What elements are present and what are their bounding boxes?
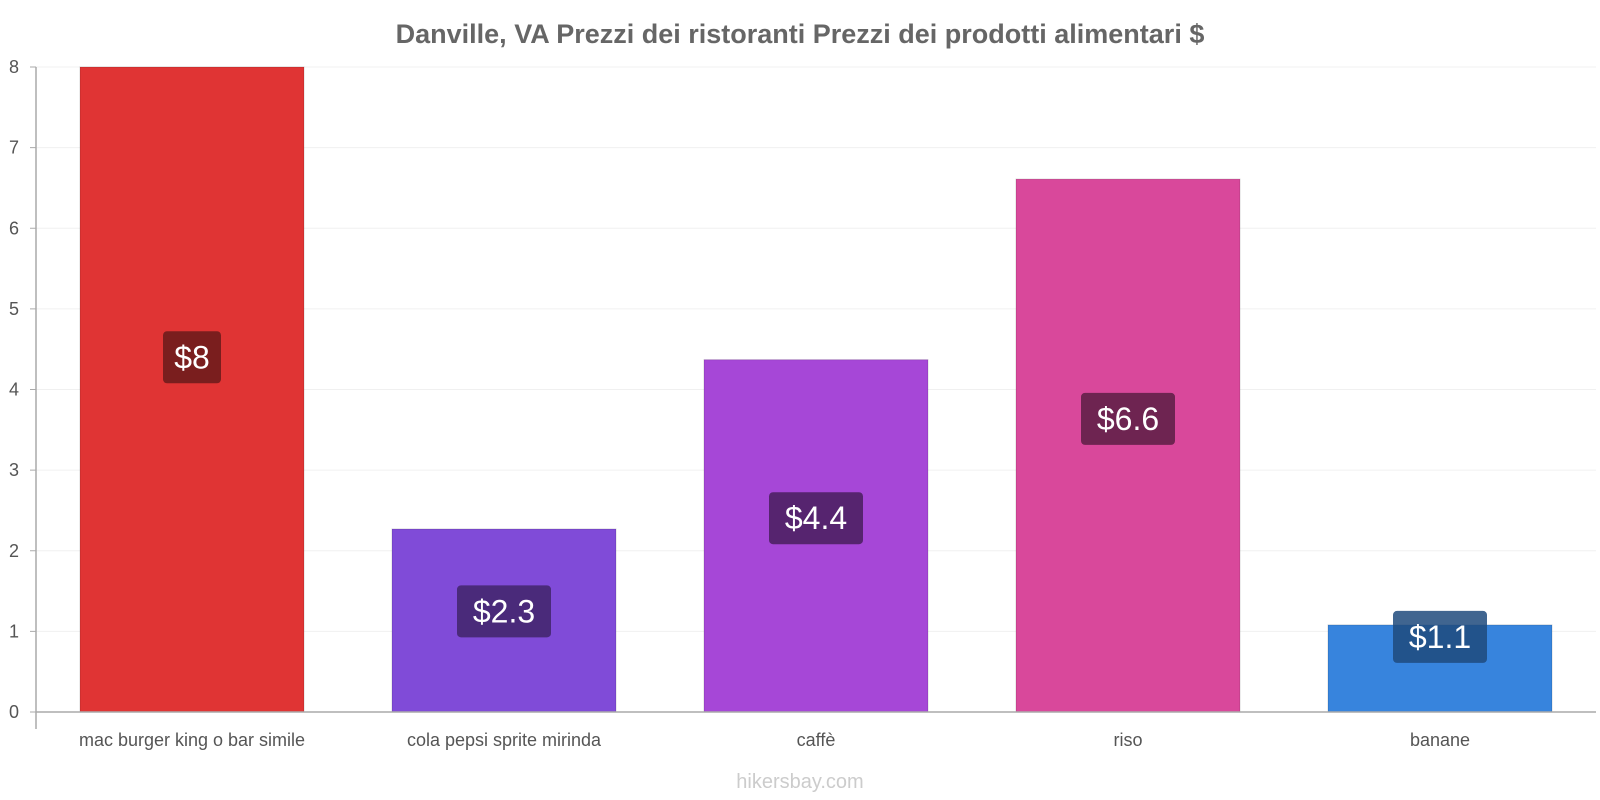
value-label: $2.3	[473, 593, 535, 629]
value-label-box	[1393, 610, 1487, 663]
value-labels: $8 $2.3 $4.4 $6.6 $1.1	[163, 331, 1487, 663]
x-axis: mac burger king o bar simile cola pepsi s…	[36, 711, 1596, 750]
chart-title: Danville, VA Prezzi dei ristoranti Prezz…	[396, 19, 1205, 49]
y-tick-label: 3	[9, 460, 19, 480]
y-tick-label: 8	[9, 57, 19, 77]
y-tick-label: 7	[9, 138, 19, 158]
y-tick-label: 2	[9, 541, 19, 561]
watermark: hikersbay.com	[736, 771, 863, 793]
value-label-box	[163, 331, 221, 384]
x-tick-label: caffè	[797, 730, 836, 750]
y-tick-label: 5	[9, 299, 19, 319]
value-label: $8	[174, 339, 210, 375]
value-label: $6.6	[1097, 401, 1159, 437]
x-tick-label: riso	[1113, 730, 1142, 750]
y-tick-label: 4	[9, 380, 19, 400]
x-tick-label: banane	[1410, 730, 1470, 750]
y-axis: 0 1 2 3 4 5 6 7 8	[9, 57, 37, 729]
y-tick-label: 1	[9, 621, 19, 641]
value-label-box	[457, 585, 551, 638]
bar	[79, 66, 305, 713]
bar	[1015, 178, 1241, 713]
x-tick-label: mac burger king o bar simile	[79, 730, 305, 750]
value-label: $1.1	[1409, 619, 1471, 655]
y-tick-label: 0	[9, 702, 19, 722]
value-label: $4.4	[785, 500, 847, 536]
value-label-box	[1081, 392, 1175, 445]
value-label-box	[769, 492, 863, 545]
y-tick-label: 6	[9, 218, 19, 238]
x-tick-label: cola pepsi sprite mirinda	[407, 730, 602, 750]
